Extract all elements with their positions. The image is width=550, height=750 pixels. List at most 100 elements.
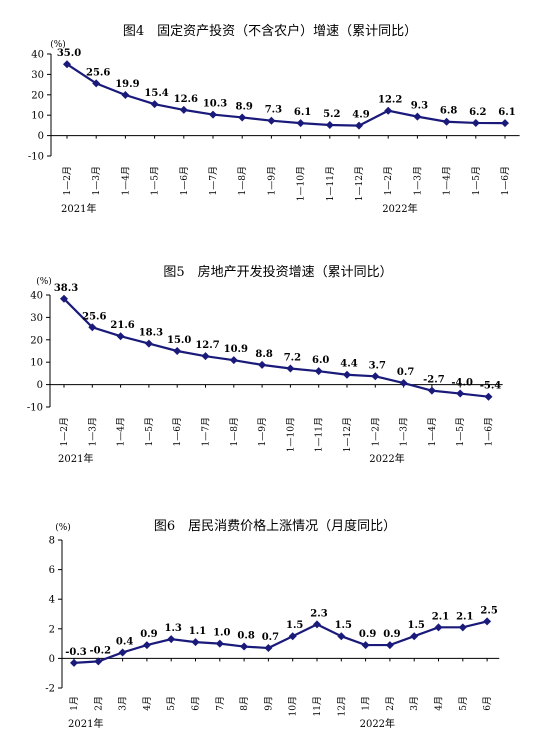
x-tick-label: 1—6月 — [179, 166, 190, 195]
x-tick-label: 1—6月 — [172, 417, 183, 446]
data-point — [442, 117, 451, 126]
data-label: 4.4 — [340, 359, 357, 370]
x-tick-label: 1—9月 — [257, 417, 268, 446]
data-point — [209, 110, 217, 119]
x-tick-label: 1—4月 — [120, 166, 131, 195]
data-point — [150, 100, 159, 109]
data-point — [458, 623, 467, 632]
x-tick-label: 1月 — [361, 696, 372, 711]
year-label: 2022年 — [360, 717, 395, 730]
data-point — [384, 106, 393, 115]
series-line — [73, 620, 488, 664]
x-tick-label: 1月 — [69, 696, 80, 711]
x-tick-label: 1—4月 — [116, 417, 127, 446]
data-point — [88, 323, 97, 332]
data-label: 8.9 — [235, 101, 252, 112]
data-point — [286, 364, 295, 373]
x-tick-label: 1—6月 — [500, 166, 511, 195]
data-point — [337, 632, 346, 641]
data-label: 12.2 — [378, 95, 402, 106]
x-tick-label: 1—6月 — [484, 417, 495, 446]
y-tick-label: 10 — [30, 358, 43, 369]
data-point — [121, 91, 130, 100]
data-label: 0.9 — [383, 629, 400, 640]
chart-6-title: 图6 居民消费价格上涨情况（月度同比） — [154, 518, 396, 534]
x-tick-label: 1—3月 — [399, 417, 410, 446]
data-label: 18.3 — [139, 328, 163, 339]
data-point — [191, 638, 200, 647]
data-label: 8.8 — [255, 349, 272, 360]
data-point — [118, 648, 127, 657]
x-tick-label: 2月 — [385, 696, 396, 711]
data-point — [471, 118, 480, 127]
x-tick-label: 1—11月 — [314, 417, 325, 452]
y-tick-label: 6 — [49, 565, 55, 576]
data-label: 19.9 — [115, 79, 139, 90]
data-point — [456, 389, 465, 398]
y-tick-label: -2 — [45, 684, 55, 695]
data-point — [410, 632, 419, 641]
data-label: 25.6 — [82, 311, 106, 322]
x-tick-label: 1—4月 — [427, 417, 438, 446]
x-tick-label: 1—3月 — [412, 166, 423, 195]
data-label: 10.9 — [224, 344, 248, 355]
y-tick-label: 2 — [49, 624, 55, 635]
x-tick-label: 7月 — [215, 696, 226, 711]
data-label: -2.7 — [423, 375, 445, 386]
y-unit-label: (%) — [36, 276, 52, 287]
data-point — [116, 332, 125, 341]
x-tick-label: 1—2月 — [62, 166, 73, 195]
data-label: 21.6 — [110, 320, 134, 331]
x-tick-label: 5月 — [458, 696, 469, 711]
data-point — [144, 339, 153, 348]
data-label: 3.7 — [369, 360, 386, 371]
data-label: 1.1 — [189, 626, 206, 637]
y-tick-label: -10 — [28, 152, 44, 163]
year-label: 2021年 — [61, 202, 96, 215]
y-unit-label: (%) — [50, 39, 66, 50]
data-point — [434, 623, 443, 632]
data-label: 7.2 — [284, 352, 301, 363]
data-label: 2.3 — [310, 608, 327, 619]
data-point — [173, 347, 182, 355]
data-point — [267, 116, 276, 125]
x-tick-label: 3月 — [409, 696, 420, 711]
data-point — [484, 392, 493, 401]
data-label: 0.7 — [262, 632, 279, 643]
data-label: 25.6 — [86, 67, 110, 78]
data-label: 12.6 — [174, 94, 198, 105]
x-tick-label: 3月 — [118, 696, 129, 711]
data-label: 0.8 — [237, 631, 254, 642]
data-point — [343, 370, 351, 379]
x-tick-label: 1—8月 — [229, 417, 240, 446]
x-tick-label: 6月 — [191, 696, 202, 711]
data-label: 0.7 — [397, 367, 414, 378]
data-point — [229, 356, 238, 365]
data-point — [264, 644, 273, 653]
x-tick-label: 1—5月 — [150, 166, 161, 195]
data-label: 2.1 — [456, 611, 473, 622]
data-point — [361, 641, 370, 650]
series-line — [63, 298, 489, 398]
x-tick-label: 4月 — [142, 696, 153, 711]
x-tick-label: 1—2月 — [383, 166, 394, 195]
x-tick-label: 1—5月 — [144, 417, 155, 446]
data-label: 1.5 — [286, 620, 303, 631]
data-label: -0.2 — [90, 645, 112, 656]
data-label: 7.3 — [265, 105, 282, 116]
y-tick-label: 20 — [30, 335, 43, 346]
x-tick-label: 1—10月 — [296, 166, 307, 201]
y-tick-label: 40 — [31, 50, 44, 61]
x-tick-label: 4月 — [434, 696, 445, 711]
y-tick-label: 40 — [30, 291, 43, 302]
x-tick-label: 1—4月 — [442, 166, 453, 195]
chart-5-title: 图5 房地产开发投资增速（累计同比） — [163, 264, 392, 280]
series-line — [66, 63, 506, 127]
x-tick-label: 9月 — [263, 696, 274, 711]
y-tick-label: 30 — [30, 313, 43, 324]
data-point — [94, 657, 103, 666]
data-point — [313, 620, 321, 629]
y-tick-label: 20 — [31, 90, 44, 101]
data-point — [215, 639, 224, 648]
